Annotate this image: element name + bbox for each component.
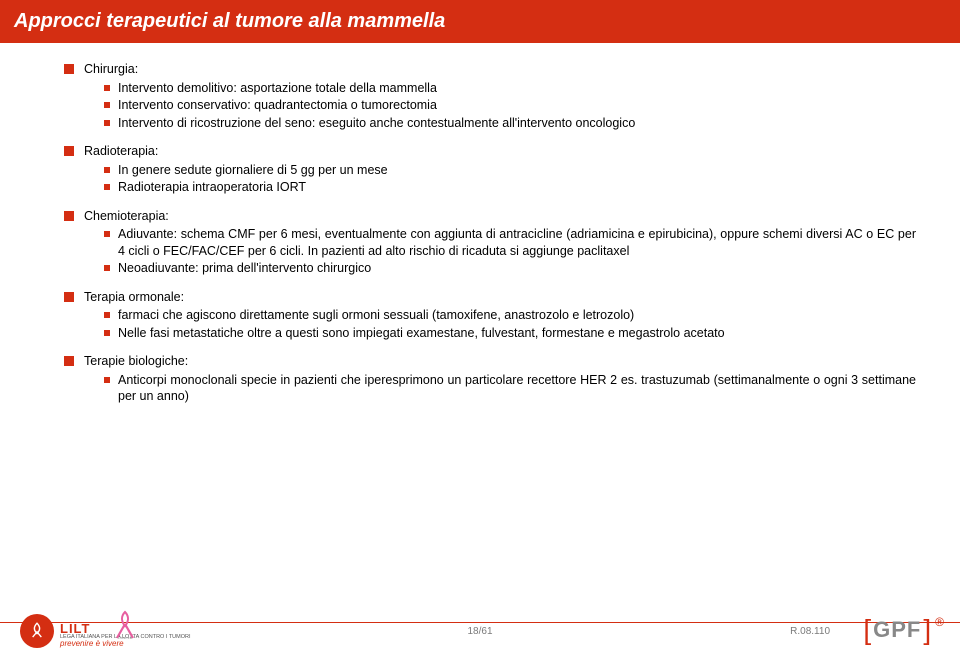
list-item: Nelle fasi metastatiche oltre a questi s…	[104, 325, 916, 342]
page-indicator: 18/61	[467, 626, 492, 637]
list-item: In genere sedute giornaliere di 5 gg per…	[104, 162, 916, 179]
lilt-logo-group: LILT LEGA ITALIANA PER LA LOTTA CONTRO I…	[20, 614, 191, 648]
section-label: Radioterapia:	[84, 144, 158, 158]
section-label: Terapia ormonale:	[84, 290, 184, 304]
page-total: 61	[481, 626, 492, 637]
list-item: Intervento conservativo: quadrantectomia…	[104, 97, 916, 114]
document-id: R.08.110	[790, 626, 830, 637]
pink-ribbon-icon: CANCER	[112, 610, 138, 640]
section-chemioterapia: Chemioterapia: Adiuvante: schema CMF per…	[64, 208, 916, 277]
section-label: Terapie biologiche:	[84, 354, 188, 368]
sub-list: farmaci che agiscono direttamente sugli …	[84, 307, 916, 341]
sub-list: In genere sedute giornaliere di 5 gg per…	[84, 162, 916, 196]
list-item: Anticorpi monoclonali specie in pazienti…	[104, 372, 916, 405]
section-terapia-ormonale: Terapia ormonale: farmaci che agiscono d…	[64, 289, 916, 342]
list-item: Radioterapia intraoperatoria IORT	[104, 179, 916, 196]
bracket-right-icon: ]	[923, 614, 931, 646]
section-radioterapia: Radioterapia: In genere sedute giornalie…	[64, 143, 916, 196]
gpf-logo: [ GPF ] ®	[863, 614, 942, 646]
lilt-tagline: prevenire è vivere	[60, 640, 191, 648]
sub-list: Intervento demolitivo: asportazione tota…	[84, 80, 916, 132]
slide-footer: LILT LEGA ITALIANA PER LA LOTTA CONTRO I…	[0, 604, 960, 654]
slide-title-bar: Approcci terapeutici al tumore alla mamm…	[0, 0, 960, 43]
sub-list: Adiuvante: schema CMF per 6 mesi, eventu…	[84, 226, 916, 277]
gpf-text: GPF	[873, 617, 921, 643]
list-item: Neoadiuvante: prima dell'intervento chir…	[104, 260, 916, 277]
lilt-roundel-icon	[20, 614, 54, 648]
page-current: 18	[467, 626, 478, 637]
bullet-list: Chirurgia: Intervento demolitivo: asport…	[64, 61, 916, 405]
sub-list: Anticorpi monoclonali specie in pazienti…	[84, 372, 916, 405]
slide-title: Approcci terapeutici al tumore alla mamm…	[14, 10, 445, 32]
section-terapie-biologiche: Terapie biologiche: Anticorpi monoclonal…	[64, 353, 916, 405]
bracket-left-icon: [	[863, 614, 871, 646]
registered-icon: ®	[935, 615, 944, 629]
section-chirurgia: Chirurgia: Intervento demolitivo: asport…	[64, 61, 916, 131]
list-item: Intervento di ricostruzione del seno: es…	[104, 115, 916, 132]
slide-content: Chirurgia: Intervento demolitivo: asport…	[0, 43, 960, 405]
list-item: farmaci che agiscono direttamente sugli …	[104, 307, 916, 324]
section-label: Chirurgia:	[84, 62, 138, 76]
svg-text:CANCER: CANCER	[118, 636, 133, 640]
list-item: Adiuvante: schema CMF per 6 mesi, eventu…	[104, 226, 916, 259]
section-label: Chemioterapia:	[84, 209, 169, 223]
list-item: Intervento demolitivo: asportazione tota…	[104, 80, 916, 97]
